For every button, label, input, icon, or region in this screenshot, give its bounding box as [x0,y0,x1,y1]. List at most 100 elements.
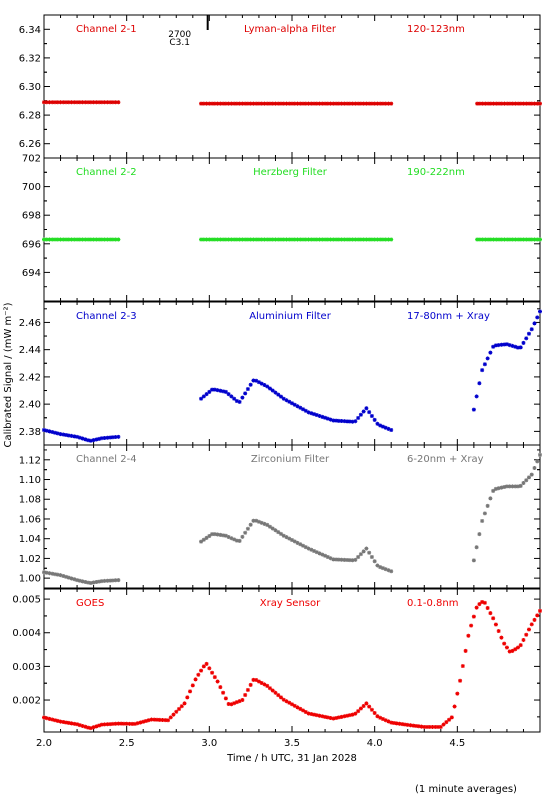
data-point [389,237,394,242]
data-point [204,237,209,242]
data-point [270,526,275,531]
data-point [295,705,300,710]
data-point [497,237,502,242]
data-point [221,389,226,394]
data-point [323,415,328,420]
data-point [397,721,402,726]
band-label: 0.1-0.8nm [407,598,459,609]
data-point [482,362,487,367]
data-point [116,721,121,726]
data-point [47,716,52,721]
data-point [232,701,237,706]
filter-label: Aluminium Filter [249,311,332,322]
data-point [480,518,485,523]
data-point [306,546,311,551]
data-point [383,237,388,242]
data-point [389,569,394,574]
data-point [361,703,366,708]
data-point [259,680,264,685]
data-point [199,101,204,106]
data-point [226,534,231,539]
data-point [419,724,424,729]
data-point [108,722,113,727]
data-point [493,343,498,348]
data-point [157,717,162,722]
y-tick-label: 2.38 [19,427,41,438]
data-point [196,672,201,677]
data-point [201,394,206,399]
data-point [290,538,294,543]
data-point [303,408,308,413]
data-point [207,389,212,394]
data-point [58,573,63,578]
y-tick-label: 696 [22,239,41,250]
data-point [292,539,297,544]
data-point [491,616,496,621]
flare-marker: 2700 C3.1 [168,15,209,48]
data-point [504,484,509,489]
data-point [240,698,245,703]
data-point [108,578,113,583]
data-point [207,101,212,106]
data-point [375,421,380,426]
data-point [278,237,283,242]
data-point [358,552,363,557]
data-point [55,237,60,242]
data-point [345,237,350,242]
data-series-segment [42,570,121,585]
data-point [229,702,234,707]
y-tick-label: 0.003 [12,662,41,673]
data-point [265,237,270,242]
data-point [290,702,294,707]
data-point [234,101,239,106]
data-point [237,699,242,704]
data-point [207,666,212,671]
data-point [284,398,289,403]
data-point [358,101,363,106]
data-point [334,715,339,720]
data-point [309,411,314,416]
data-point [88,580,93,585]
data-point [210,101,215,106]
data-point [502,237,507,242]
data-point [113,721,118,726]
data-point [364,237,369,242]
y-tick-label: 0.002 [12,696,41,707]
data-point [86,725,91,730]
data-point [91,725,96,730]
filter-label: Xray Sensor [260,598,321,609]
data-point [515,345,520,350]
data-point [538,101,542,106]
data-point [53,718,58,723]
data-point [496,629,501,634]
data-point [510,101,515,106]
data-point [254,378,259,383]
data-point [518,101,523,106]
data-point [248,382,253,387]
panel-frame [43,14,541,159]
data-point [251,101,256,106]
panel-frame [43,444,541,589]
data-point [237,399,242,404]
data-point [350,237,355,242]
data-point [521,637,526,642]
data-point [75,237,80,242]
data-point [328,715,333,720]
data-point [485,503,490,508]
x-tick-label: 3.5 [284,738,300,749]
data-point [72,434,77,439]
filter-label: Herzberg Filter [253,167,328,178]
data-point [317,101,322,106]
data-point [75,578,80,583]
data-point [262,682,267,687]
channel-label: Channel 2-3 [76,311,137,322]
data-point [527,101,532,106]
data-point [105,722,110,727]
data-point [240,237,245,242]
y-tick-label: 0.004 [12,628,41,639]
data-point [226,101,231,106]
data-point [256,101,261,106]
data-point [513,237,518,242]
data-point [292,703,297,708]
